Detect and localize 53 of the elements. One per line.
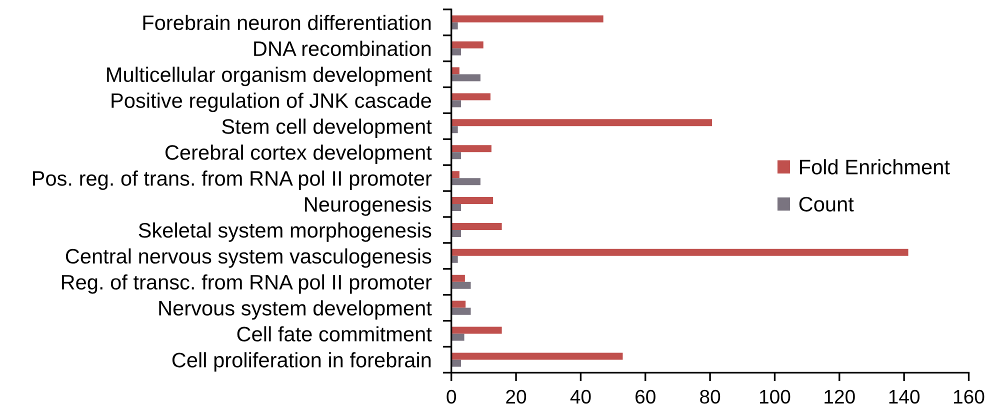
y-tick-label: DNA recombination xyxy=(254,40,431,56)
bar xyxy=(451,171,460,178)
bar xyxy=(451,145,492,152)
y-tick-label: Reg. of transc. from RNA pol II promoter xyxy=(62,274,432,294)
legend-label: Count xyxy=(799,196,854,212)
bar xyxy=(451,282,471,289)
bar xyxy=(451,93,490,100)
bar xyxy=(451,222,502,230)
legend-label: Fold Enrichment xyxy=(800,159,950,174)
bar xyxy=(451,308,471,315)
bar xyxy=(451,256,458,263)
bar xyxy=(451,204,462,212)
x-tick-label: 20 xyxy=(506,390,526,404)
bar xyxy=(451,74,480,82)
x-tick-label: 100 xyxy=(760,390,790,404)
y-tick-label: Cerebral cortex development xyxy=(165,144,432,164)
bar xyxy=(451,15,604,22)
x-tick-label: 120 xyxy=(824,390,855,404)
bar xyxy=(451,248,908,256)
y-tick-label: Neurogenesis xyxy=(305,196,432,216)
bar xyxy=(451,41,484,48)
bar xyxy=(451,334,464,341)
y-tick-label: Stem cell development xyxy=(222,118,432,138)
x-tick-label: 60 xyxy=(636,390,656,404)
bar xyxy=(451,48,462,56)
x-tick-label: 40 xyxy=(570,390,591,404)
y-tick-label: Positive regulation of JNK cascade xyxy=(112,92,431,112)
x-tick-label: 160 xyxy=(954,390,984,404)
y-tick-label: Cell proliferation in forebrain xyxy=(172,352,431,372)
y-tick-label: Skeletal system morphogenesis xyxy=(138,222,432,242)
bar xyxy=(451,100,462,108)
x-tick-label: 140 xyxy=(889,390,920,404)
bar xyxy=(451,352,623,360)
bar xyxy=(451,360,462,367)
y-tick-label: Cell fate commitment xyxy=(237,326,432,342)
bar xyxy=(451,326,502,334)
bar xyxy=(451,178,480,186)
bar xyxy=(451,126,458,134)
bar xyxy=(451,300,466,308)
y-tick-label: Multicellular organism development xyxy=(107,66,432,86)
y-tick-label: Pos. reg. of trans. from RNA pol II promoter xyxy=(33,170,432,190)
x-tick-label: 80 xyxy=(700,390,720,404)
y-tick-label: Nervous system development xyxy=(159,300,432,320)
y-tick-label: Central nervous system vasculogenesis xyxy=(66,248,432,268)
bar xyxy=(451,274,465,282)
bar xyxy=(451,230,462,237)
bar xyxy=(451,119,712,126)
bar xyxy=(451,67,460,74)
x-tick-label: 0 xyxy=(446,390,456,404)
y-tick-label: Forebrain neuron differentiation xyxy=(143,14,431,30)
bar xyxy=(451,197,494,204)
bar xyxy=(451,22,458,30)
bar xyxy=(451,152,462,160)
